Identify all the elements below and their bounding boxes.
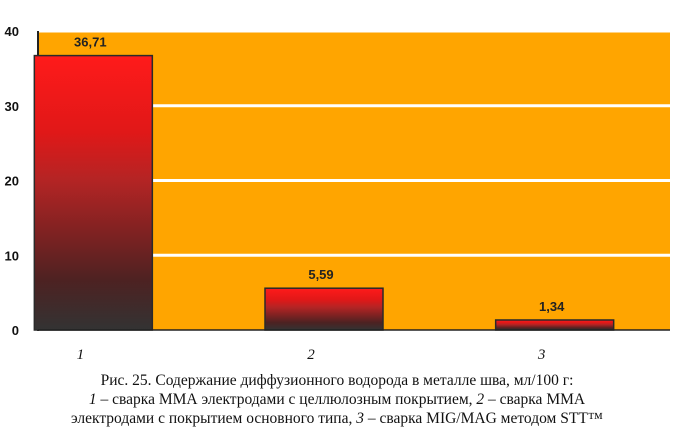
caption-text-1: – сварка ММА электродами с целлюлозным п… bbox=[96, 391, 477, 408]
caption-number-2: 2 bbox=[476, 391, 485, 408]
y-tick-label: 10 bbox=[5, 248, 19, 263]
caption-title: Рис. 25. Содержание диффузионного водоро… bbox=[100, 372, 574, 389]
data-label: 1,34 bbox=[539, 299, 565, 314]
caption-line-3: электродами с покрытием основного типа, … bbox=[0, 409, 674, 428]
x-category-label: 3 bbox=[537, 347, 546, 363]
y-tick-label: 30 bbox=[5, 99, 19, 114]
caption-line-1: Рис. 25. Содержание диффузионного водоро… bbox=[0, 371, 674, 390]
caption-number-1: 1 bbox=[88, 391, 97, 408]
y-tick-label: 20 bbox=[5, 174, 19, 189]
caption-text-2: – сварка ММА bbox=[484, 391, 586, 408]
bar-chart: 0 10 20 30 40 36,71 1 5,59 2 1,34 3 bbox=[5, 24, 670, 363]
bar-3 bbox=[494, 319, 615, 331]
caption-text-4: – сварка MIG/MAG методом STT™ bbox=[363, 410, 603, 427]
bar-2 bbox=[264, 287, 384, 331]
figure-caption: Рис. 25. Содержание диффузионного водоро… bbox=[0, 371, 674, 428]
data-label: 5,59 bbox=[308, 267, 333, 282]
x-category-label: 2 bbox=[307, 347, 315, 363]
y-tick-label: 40 bbox=[5, 24, 19, 39]
bar-1 bbox=[33, 54, 154, 331]
x-category-label: 1 bbox=[77, 347, 85, 363]
y-tick-label: 0 bbox=[12, 323, 19, 338]
caption-text-3: электродами с покрытием основного типа, bbox=[71, 410, 357, 427]
caption-line-2: 1 – сварка ММА электродами с целлюлозным… bbox=[0, 390, 674, 409]
data-label: 36,71 bbox=[74, 35, 107, 50]
caption-number-3: 3 bbox=[356, 410, 364, 427]
